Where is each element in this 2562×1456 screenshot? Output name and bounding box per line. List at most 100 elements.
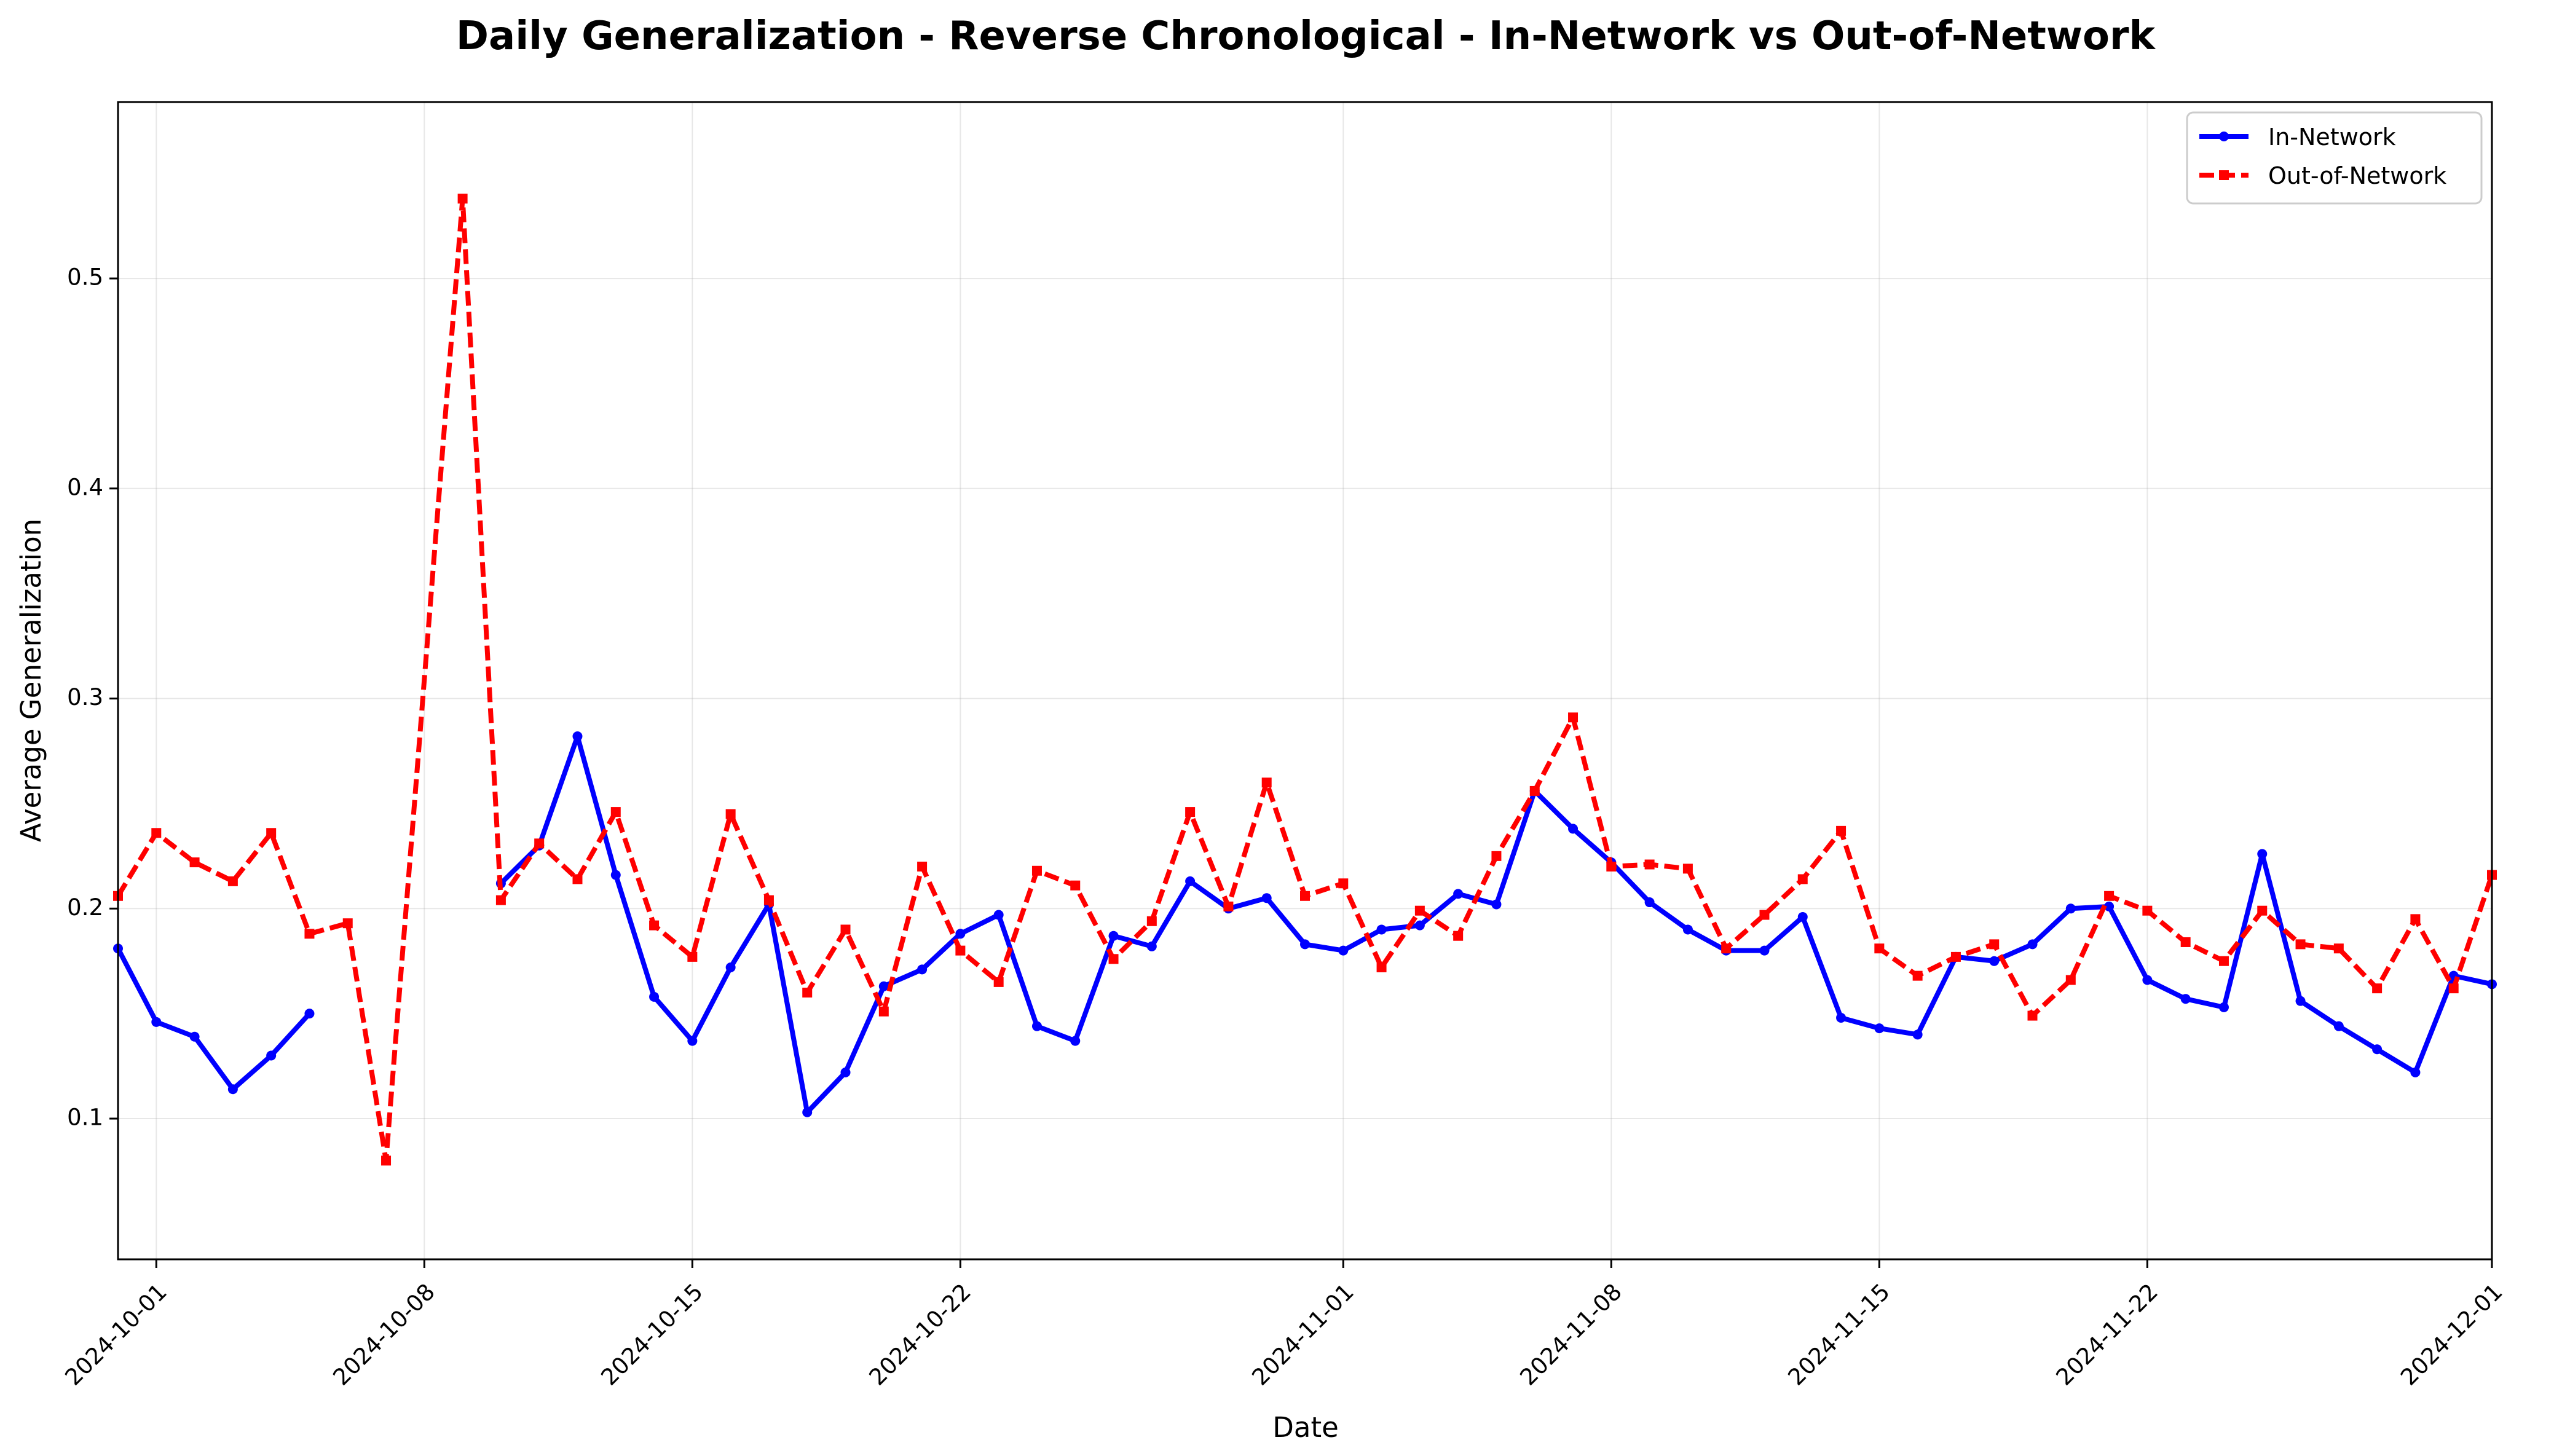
data-point-in-network xyxy=(1568,824,1579,834)
series-out-of-network xyxy=(113,194,2497,1166)
data-point-out-of-network xyxy=(1874,943,1885,954)
data-point-in-network xyxy=(1682,924,1693,935)
data-point-in-network xyxy=(572,731,583,742)
data-point-out-of-network xyxy=(457,194,468,204)
data-point-out-of-network xyxy=(2410,914,2421,924)
series-line-in-network xyxy=(116,947,312,1092)
series-line-out-of-network xyxy=(116,196,2494,1163)
data-point-out-of-network xyxy=(1606,861,1617,872)
data-point-out-of-network xyxy=(725,809,736,819)
data-point-in-network xyxy=(1797,911,1808,922)
data-point-out-of-network xyxy=(227,876,238,886)
data-point-in-network xyxy=(1261,893,1272,903)
data-point-in-network xyxy=(993,910,1004,920)
data-point-in-network xyxy=(2180,994,2191,1004)
data-point-out-of-network xyxy=(1185,807,1196,817)
data-point-in-network xyxy=(878,981,889,991)
data-point-in-network xyxy=(1376,924,1387,935)
legend-label-out-of-network: Out-of-Network xyxy=(2268,162,2446,189)
y-tick-label: 0.2 xyxy=(67,894,103,921)
y-tick-label: 0.3 xyxy=(67,684,103,710)
data-point-in-network xyxy=(1836,1012,1847,1023)
data-point-in-network xyxy=(2295,996,2306,1006)
data-point-out-of-network xyxy=(1721,943,1732,954)
data-point-out-of-network xyxy=(1797,874,1808,884)
data-point-out-of-network xyxy=(687,951,698,962)
data-point-out-of-network xyxy=(2448,983,2459,994)
data-point-in-network xyxy=(1300,939,1310,950)
data-point-out-of-network xyxy=(2180,937,2191,947)
y-axis-label: Average Generalization xyxy=(15,519,47,842)
legend-box xyxy=(2186,111,2483,205)
y-tick-label: 0.1 xyxy=(67,1104,103,1131)
data-point-in-network xyxy=(1491,899,1502,910)
data-point-in-network xyxy=(151,1017,162,1027)
data-point-in-network xyxy=(1108,931,1119,941)
data-point-in-network xyxy=(649,991,660,1002)
data-point-in-network xyxy=(2410,1067,2421,1077)
data-point-out-of-network xyxy=(2372,983,2383,994)
data-point-out-of-network xyxy=(189,857,200,868)
data-point-out-of-network xyxy=(1338,878,1349,889)
data-point-out-of-network xyxy=(1491,851,1502,861)
data-point-in-network xyxy=(1070,1036,1081,1046)
data-point-out-of-network xyxy=(1912,970,1923,981)
chart-title: Daily Generalization - Reverse Chronolog… xyxy=(456,14,2156,59)
legend-marker-in-network xyxy=(2219,132,2229,141)
data-point-in-network xyxy=(189,1031,200,1042)
data-point-in-network xyxy=(1031,1021,1042,1031)
data-point-in-network xyxy=(1874,1023,1885,1034)
data-point-out-of-network xyxy=(381,1155,392,1166)
data-point-in-network xyxy=(725,962,736,972)
data-point-out-of-network xyxy=(1682,864,1693,874)
data-point-out-of-network xyxy=(1376,962,1387,972)
data-point-in-network xyxy=(2104,901,2115,911)
data-point-out-of-network xyxy=(2218,956,2229,966)
data-point-out-of-network xyxy=(495,895,506,905)
data-point-in-network xyxy=(1453,889,1464,899)
data-point-in-network xyxy=(840,1067,851,1077)
data-point-out-of-network xyxy=(1989,939,2000,950)
grid-layer xyxy=(118,102,2493,1259)
data-point-in-network xyxy=(687,1036,698,1046)
data-point-out-of-network xyxy=(610,807,621,817)
data-point-out-of-network xyxy=(2142,905,2153,916)
legend: In-Network Out-of-Network xyxy=(2186,111,2483,205)
data-point-out-of-network xyxy=(917,861,928,872)
data-point-out-of-network xyxy=(1950,951,1961,962)
data-point-out-of-network xyxy=(1529,785,1540,796)
data-point-out-of-network xyxy=(840,924,851,935)
data-point-out-of-network xyxy=(1414,905,1425,916)
data-point-out-of-network xyxy=(1108,954,1119,964)
data-point-out-of-network xyxy=(1644,859,1655,870)
data-point-out-of-network xyxy=(993,977,1004,987)
data-point-out-of-network xyxy=(304,929,315,939)
data-point-in-network xyxy=(2027,939,2038,950)
data-point-out-of-network xyxy=(763,895,774,905)
data-point-out-of-network xyxy=(955,945,966,956)
data-point-out-of-network xyxy=(1261,777,1272,788)
y-tick-label: 0.5 xyxy=(67,264,103,291)
data-point-in-network xyxy=(2372,1044,2383,1055)
data-point-out-of-network xyxy=(2333,943,2344,954)
data-point-in-network xyxy=(2065,903,2076,914)
data-point-in-network xyxy=(304,1009,315,1019)
data-point-out-of-network xyxy=(572,874,583,884)
legend-label-in-network: In-Network xyxy=(2268,124,2396,151)
data-point-in-network xyxy=(2333,1021,2344,1031)
data-point-in-network xyxy=(2257,849,2268,859)
series-layer xyxy=(113,194,2497,1166)
data-point-out-of-network xyxy=(2104,891,2115,901)
data-point-in-network xyxy=(266,1050,277,1061)
data-point-out-of-network xyxy=(1568,712,1579,723)
data-point-out-of-network xyxy=(2295,939,2306,950)
data-point-out-of-network xyxy=(1759,910,1770,920)
data-point-out-of-network xyxy=(802,987,813,998)
data-point-in-network xyxy=(1644,897,1655,908)
data-point-in-network xyxy=(227,1084,238,1095)
data-point-in-network xyxy=(955,929,966,939)
y-tick-label: 0.4 xyxy=(67,474,103,500)
x-axis-label: Date xyxy=(1272,1411,1339,1444)
